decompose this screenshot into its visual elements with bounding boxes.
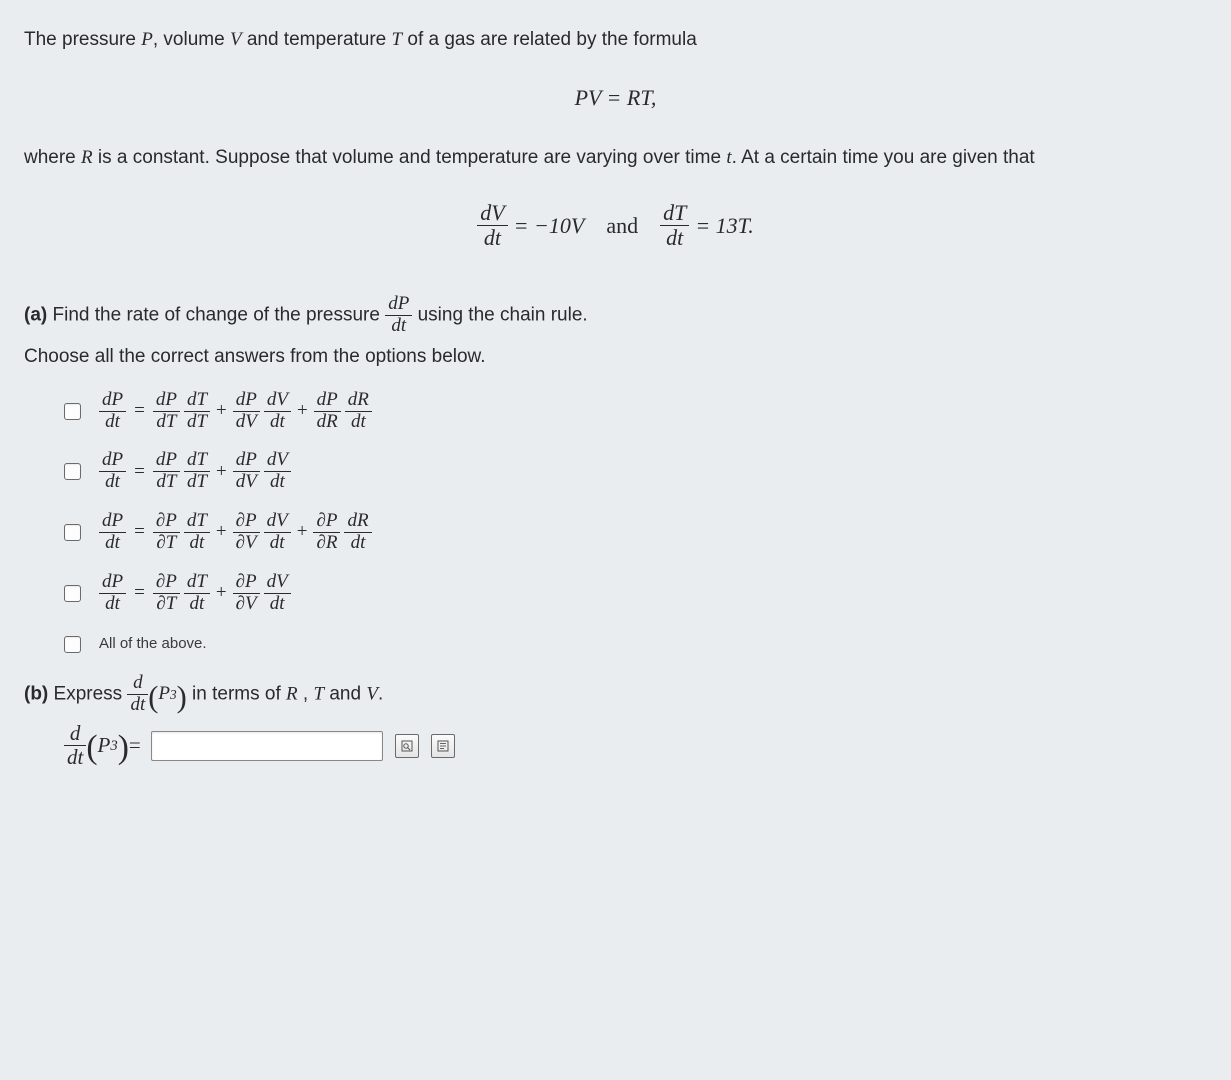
eq-neg10v: = −10V	[514, 209, 585, 242]
part-a-prompt: (a) Find the rate of change of the press…	[24, 294, 1207, 337]
checkbox-icon[interactable]	[64, 463, 81, 480]
part-a-text-pre: Find the rate of change of the pressure	[47, 305, 385, 326]
equation-pv-rt: PV = RT,	[24, 81, 1207, 114]
dp-den: dt	[385, 315, 412, 337]
var-t-upper: T	[392, 29, 403, 50]
frac-dt-dt: dT dt	[660, 201, 689, 250]
option-4[interactable]: dPdt = ∂P∂T dTdt + ∂P∂V dVdt	[64, 572, 1207, 615]
part-b-text-mid: in terms of	[192, 684, 286, 705]
frac-d-dt-b2: d dt	[64, 722, 86, 769]
part-a-label: (a)	[24, 305, 47, 326]
text-where: where	[24, 147, 81, 168]
intro-line-1: The pressure P, volume V and temperature…	[24, 26, 1207, 55]
var-v-b: V	[366, 684, 378, 705]
p-text: P	[158, 680, 170, 709]
help-icon[interactable]	[431, 734, 455, 758]
cubed: 3	[170, 685, 177, 705]
equation-given-rates: dV dt = −10V and dT dt = 13T.	[24, 196, 1207, 250]
frac-d-dt-b: d dt	[127, 673, 148, 716]
intro-line-2: where R is a constant. Suppose that volu…	[24, 144, 1207, 173]
preview-icon[interactable]	[395, 734, 419, 758]
checkbox-icon[interactable]	[64, 524, 81, 541]
var-p: P	[141, 29, 153, 50]
answer-input[interactable]	[151, 731, 383, 761]
part-b-answer-row: d dt ( P3 ) =	[64, 722, 1207, 769]
text-formula: of a gas are related by the formula	[402, 29, 697, 50]
part-b-prompt: (b) Express d dt ( P3 ) in terms of R , …	[24, 673, 1207, 716]
checkbox-icon[interactable]	[64, 636, 81, 653]
option-5-all[interactable]: All of the above.	[64, 633, 1207, 656]
option-3[interactable]: dPdt = ∂P∂T dTdt + ∂P∂V dVdt + ∂P∂R dRdt	[64, 511, 1207, 554]
option-2-math: dPdt = dPdT dTdT + dPdV dVdt	[99, 450, 291, 493]
dp-num: dP	[385, 294, 412, 315]
equals-sign: =	[129, 730, 141, 762]
dt-den: dt	[660, 225, 689, 250]
checkbox-icon[interactable]	[64, 585, 81, 602]
part-a-choose: Choose all the correct answers from the …	[24, 343, 1207, 372]
text-temp: and temperature	[242, 29, 392, 50]
options-group: dPdt = dPdT dTdT + dPdV dVdt + dPdR dRdt…	[64, 390, 1207, 656]
option-3-math: dPdt = ∂P∂T dTdt + ∂P∂V dVdt + ∂P∂R dRdt	[99, 511, 372, 554]
text-volume: , volume	[153, 29, 230, 50]
text-and: and	[584, 209, 660, 242]
eq-pv-rt-text: PV = RT,	[575, 85, 657, 110]
eq-13t: = 13T.	[695, 209, 753, 242]
option-all-text: All of the above.	[99, 633, 207, 656]
dt-num: dT	[660, 201, 689, 225]
frac-dv-dt: dV dt	[477, 201, 507, 250]
text-pressure: The pressure	[24, 29, 141, 50]
var-r: R	[81, 147, 93, 168]
var-t-b: T	[313, 684, 324, 705]
dv-num: dV	[477, 201, 507, 225]
var-r-b: R	[286, 684, 298, 705]
part-b-label: (b)	[24, 684, 48, 705]
option-4-math: dPdt = ∂P∂T dTdt + ∂P∂V dVdt	[99, 572, 291, 615]
dv-den: dt	[477, 225, 507, 250]
var-v: V	[230, 29, 242, 50]
frac-dp-dt-inline: dP dt	[385, 294, 412, 337]
text-given: . At a certain time you are given that	[732, 147, 1035, 168]
option-1[interactable]: dPdt = dPdT dTdT + dPdV dVdt + dPdR dRdt	[64, 390, 1207, 433]
part-a-text-post: using the chain rule.	[418, 305, 588, 326]
part-b-text-pre: Express	[48, 684, 127, 705]
option-1-math: dPdt = dPdT dTdT + dPdV dVdt + dPdR dRdt	[99, 390, 372, 433]
option-2[interactable]: dPdt = dPdT dTdT + dPdV dVdt	[64, 450, 1207, 493]
checkbox-icon[interactable]	[64, 403, 81, 420]
text-constant: is a constant. Suppose that volume and t…	[93, 147, 727, 168]
